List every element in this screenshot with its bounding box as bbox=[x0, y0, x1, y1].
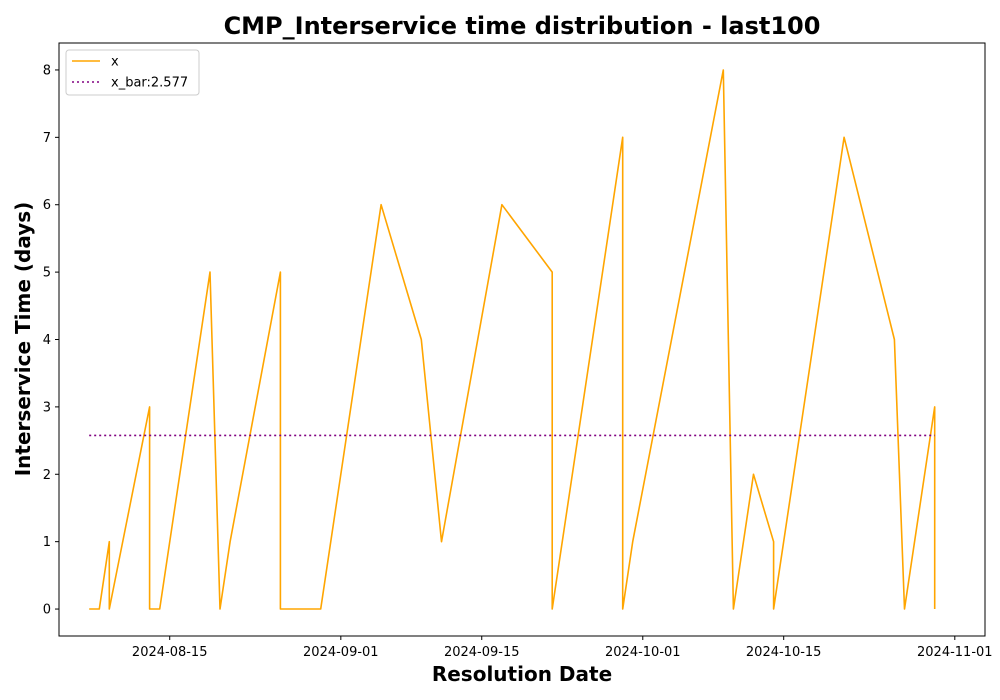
x-axis-label: Resolution Date bbox=[432, 662, 612, 686]
y-tick-label: 6 bbox=[43, 198, 51, 213]
x-tick-label: 2024-08-15 bbox=[132, 645, 208, 660]
y-tick-label: 5 bbox=[43, 266, 51, 281]
y-axis-label: Interservice Time (days) bbox=[11, 202, 35, 477]
x-tick-label: 2024-11-01 bbox=[917, 645, 993, 660]
chart-title: CMP_Interservice time distribution - las… bbox=[224, 12, 821, 40]
y-tick-label: 7 bbox=[43, 131, 51, 146]
y-tick-label: 0 bbox=[43, 603, 51, 618]
y-tick-label: 1 bbox=[43, 535, 51, 550]
legend-label: x_bar:2.577 bbox=[111, 76, 188, 91]
y-tick-label: 3 bbox=[43, 400, 51, 415]
x-tick-label: 2024-10-01 bbox=[605, 645, 681, 660]
legend: x x_bar:2.577 bbox=[65, 49, 200, 96]
x-tick-label: 2024-10-15 bbox=[746, 645, 822, 660]
y-tick-label: 8 bbox=[43, 63, 51, 78]
legend-label: x bbox=[111, 55, 119, 70]
x-tick-label: 2024-09-15 bbox=[444, 645, 520, 660]
series-line-x bbox=[89, 69, 936, 610]
y-tick-label: 4 bbox=[43, 333, 51, 348]
x-tick-label: 2024-09-01 bbox=[303, 645, 379, 660]
y-tick-label: 2 bbox=[43, 468, 51, 483]
